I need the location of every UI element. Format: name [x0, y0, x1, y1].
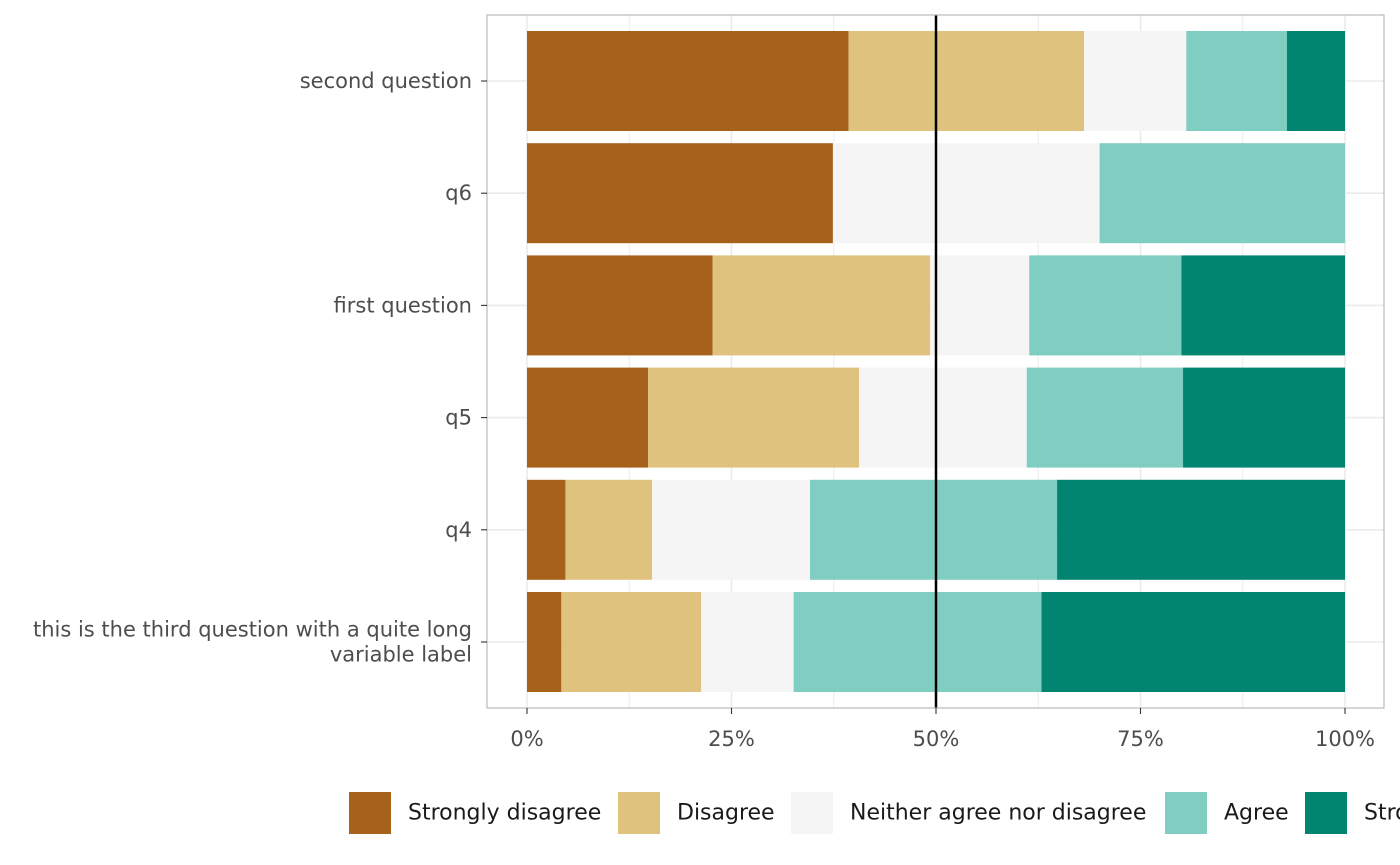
bar-strongly-disagree-first-question	[527, 255, 713, 356]
bar-strongly-disagree-second-question	[527, 31, 849, 131]
bar-neither-agree-nor-disagree-q4	[652, 479, 811, 580]
bar-neither-agree-nor-disagree-second-question	[1084, 31, 1187, 131]
bar-strongly-disagree-q6	[527, 143, 833, 244]
bar-strongly-agree-q5	[1183, 367, 1345, 468]
legend-label-agree: Agree	[1224, 801, 1289, 826]
legend-key-agree	[1165, 792, 1207, 834]
y-tick-label: variable label	[330, 643, 472, 667]
legend-label-strongly-agree: Strongly agree	[1364, 801, 1400, 826]
legend-key-strongly-disagree	[349, 792, 391, 834]
bar-agree-q6	[1099, 143, 1345, 244]
y-tick-label: second question	[300, 69, 472, 93]
x-tick-label: 50%	[913, 727, 960, 751]
bar-agree-q4	[810, 479, 1058, 580]
x-tick-label: 100%	[1315, 727, 1375, 751]
legend-key-strongly-agree	[1305, 792, 1347, 834]
y-tick-label: first question	[334, 293, 472, 317]
y-axis: second question q6 first question q5 q4 this …	[33, 69, 487, 667]
y-tick-label: q4	[445, 518, 472, 542]
bar-strongly-disagree-q5	[527, 367, 649, 468]
x-tick-label: 25%	[708, 727, 755, 751]
x-tick-label: 75%	[1117, 727, 1164, 751]
bar-agree-this-is-the-third-question-with-a-quite-long-variable-label	[793, 592, 1042, 692]
legend-key-disagree	[618, 792, 660, 834]
bar-strongly-agree-this-is-the-third-question-with-a-quite-long-variable-label	[1041, 592, 1345, 692]
bar-disagree-q5	[648, 367, 860, 468]
legend-label-neither-agree-nor-disagree: Neither agree nor disagree	[850, 801, 1146, 826]
y-tick-label: this is the third question with a quite …	[33, 618, 472, 642]
bar-neither-agree-nor-disagree-this-is-the-third-question-with-a-quite-long-variable-label	[701, 592, 794, 692]
legend-key-neither-agree-nor-disagree	[791, 792, 833, 834]
y-tick-label: q6	[445, 181, 472, 205]
bar-strongly-disagree-q4	[527, 479, 566, 580]
bar-strongly-agree-second-question	[1286, 31, 1345, 131]
bar-disagree-first-question	[712, 255, 931, 356]
bar-neither-agree-nor-disagree-q5	[859, 367, 1027, 468]
legend: Strongly disagree Disagree Neither agree n…	[349, 792, 1400, 834]
bar-neither-agree-nor-disagree-first-question	[930, 255, 1030, 356]
x-tick-label: 0%	[510, 727, 543, 751]
bar-neither-agree-nor-disagree-q6	[832, 143, 1100, 244]
bar-agree-second-question	[1186, 31, 1287, 131]
bar-agree-q5	[1026, 367, 1184, 468]
legend-label-strongly-disagree: Strongly disagree	[408, 801, 601, 826]
x-axis: 0% 25% 50% 75% 100%	[510, 708, 1375, 751]
bar-disagree-q4	[565, 479, 653, 580]
bar-disagree-second-question	[848, 31, 1085, 131]
y-tick-label: q5	[445, 406, 472, 430]
bar-strongly-agree-q4	[1057, 479, 1345, 580]
bar-strongly-agree-first-question	[1181, 255, 1345, 356]
legend-label-disagree: Disagree	[677, 801, 775, 826]
bar-strongly-disagree-this-is-the-third-question-with-a-quite-long-variable-label	[527, 592, 562, 692]
bar-disagree-this-is-the-third-question-with-a-quite-long-variable-label	[561, 592, 702, 692]
bar-agree-first-question	[1029, 255, 1182, 356]
bars	[527, 31, 1345, 692]
